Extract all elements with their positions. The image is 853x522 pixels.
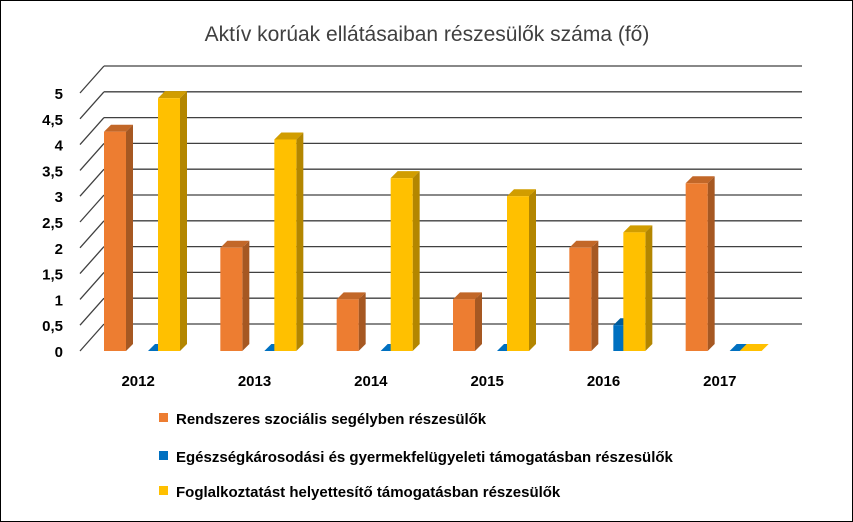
x-tick-label: 2014 xyxy=(354,373,388,390)
bar-front xyxy=(104,131,126,351)
bar-side xyxy=(242,240,250,351)
gridline-diagonal xyxy=(79,246,105,275)
y-tick-label: 5 xyxy=(55,86,63,103)
bar xyxy=(336,292,366,351)
chart-title: Aktív korúak ellátásaiban részesülők szá… xyxy=(205,23,650,46)
gridline-diagonal xyxy=(79,117,105,146)
y-tick-label: 0,5 xyxy=(42,318,63,335)
bar xyxy=(104,124,133,351)
y-tick-label: 1,5 xyxy=(42,267,63,284)
y-tick-label: 4,5 xyxy=(42,112,63,129)
bar xyxy=(507,189,536,351)
bar-top xyxy=(158,91,187,99)
bar-side xyxy=(296,132,304,351)
bar-front xyxy=(623,232,646,351)
bar xyxy=(569,240,599,351)
bar-front xyxy=(507,196,529,351)
x-tick-label: 2016 xyxy=(587,373,620,390)
legend-item: Egészségkárosodási és gyermekfelügyeleti… xyxy=(159,449,674,466)
bar-front xyxy=(390,178,413,351)
bar xyxy=(274,132,304,351)
legend-item: Rendszeres szociális segélyben részesülő… xyxy=(159,411,487,428)
y-tick-label: 0 xyxy=(55,344,63,361)
bar-side xyxy=(591,240,599,351)
bar-top xyxy=(336,292,366,300)
bar-front xyxy=(274,139,297,351)
y-tick-label: 2 xyxy=(55,241,63,258)
x-tick-label: 2013 xyxy=(238,373,271,390)
bar-side xyxy=(358,292,366,351)
gridline-diagonal xyxy=(79,168,105,197)
bar-side xyxy=(126,124,133,351)
y-tick-label: 3 xyxy=(55,189,63,206)
bar xyxy=(739,344,769,351)
legend-label: Egészségkárosodási és gyermekfelügyeleti… xyxy=(176,449,674,466)
bar-top xyxy=(390,171,420,179)
legend-label: Foglalkoztatást helyettesítő támogatásba… xyxy=(176,484,561,501)
gridline-diagonal xyxy=(79,91,105,120)
bar-floor xyxy=(739,344,769,351)
legend-swatch xyxy=(159,451,168,460)
gridline-diagonal xyxy=(79,271,105,300)
bar-top xyxy=(220,240,250,248)
bar-front xyxy=(453,299,475,351)
bar-top xyxy=(685,176,715,184)
gridline-diagonal xyxy=(79,194,105,223)
bar xyxy=(685,176,715,351)
y-tick-label: 2,5 xyxy=(42,215,63,232)
bar-top xyxy=(507,189,536,197)
bar-top xyxy=(104,124,133,132)
bar-side xyxy=(475,292,482,351)
y-axis: 0 0,5 1 1,5 2 2,5 3 3,5 4 4,5 5 xyxy=(42,86,64,361)
bar-top xyxy=(274,132,304,140)
bar-front xyxy=(569,247,592,351)
bar xyxy=(453,292,482,351)
gridline-diagonal xyxy=(79,297,105,326)
bar xyxy=(390,171,420,351)
x-tick-label: 2012 xyxy=(121,373,154,390)
y-tick-label: 4 xyxy=(55,138,64,155)
y-tick-label: 3,5 xyxy=(42,163,63,180)
bar-top xyxy=(453,292,482,300)
legend-swatch xyxy=(159,486,168,495)
x-tick-label: 2017 xyxy=(703,373,736,390)
bar-top xyxy=(623,225,653,233)
bar-side xyxy=(529,189,536,351)
gridline-diagonal xyxy=(79,323,105,352)
plot-area xyxy=(104,91,769,351)
legend-swatch xyxy=(159,413,168,422)
gridline-diagonal xyxy=(79,220,105,249)
bar-top xyxy=(569,240,599,248)
y-tick-label: 1 xyxy=(55,292,63,309)
legend-item: Foglalkoztatást helyettesítő támogatásba… xyxy=(159,484,561,501)
bar-side xyxy=(645,225,653,351)
bar-side xyxy=(707,176,715,351)
legend: Rendszeres szociális segélyben részesülő… xyxy=(159,411,674,501)
bar-front xyxy=(685,183,708,351)
bar xyxy=(220,240,250,351)
bar-front xyxy=(158,98,180,351)
bar-side xyxy=(180,91,187,351)
bar-side xyxy=(412,171,420,351)
bar-front xyxy=(220,247,243,351)
gridline-diagonal xyxy=(79,65,105,94)
legend-label: Rendszeres szociális segélyben részesülő… xyxy=(176,411,487,428)
x-axis: 2012 2013 2014 2015 2016 2017 xyxy=(121,373,736,390)
bar xyxy=(158,91,187,351)
bar xyxy=(623,225,653,351)
gridline-diagonal xyxy=(79,142,105,171)
x-tick-label: 2015 xyxy=(470,373,503,390)
bar-front xyxy=(336,299,359,351)
